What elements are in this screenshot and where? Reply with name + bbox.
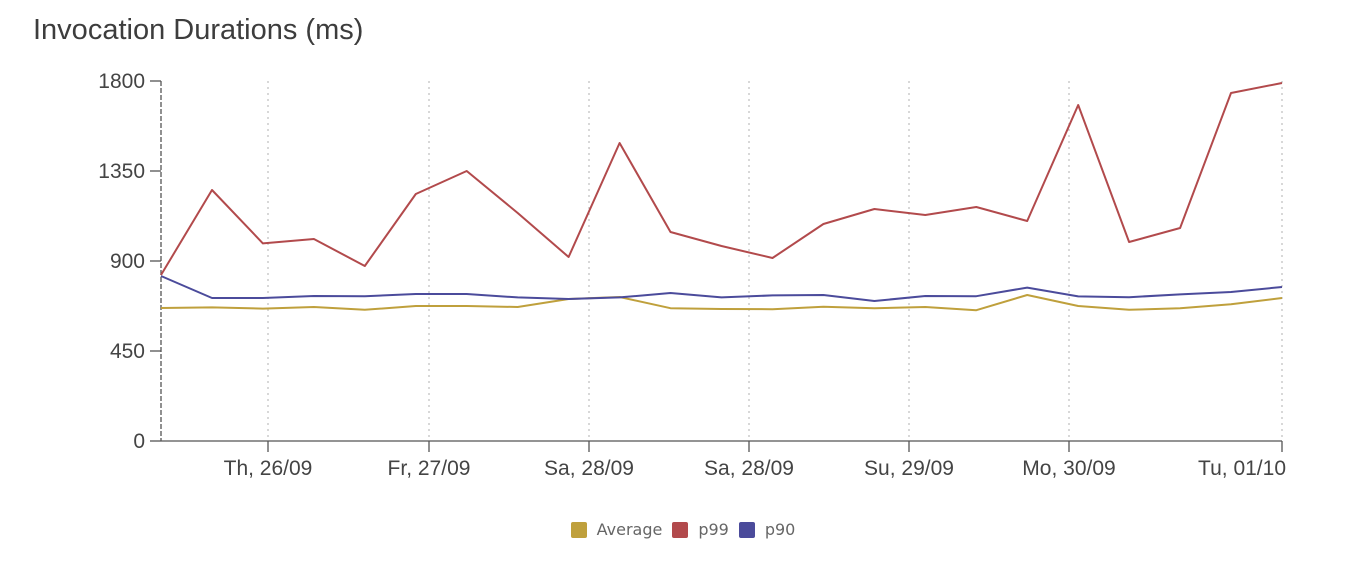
y-tick-label: 450 (110, 340, 145, 363)
chart-title: Invocation Durations (ms) (33, 14, 364, 46)
legend: Average p99 p90 (0, 520, 1366, 542)
x-tick-label: Sa, 28/09 (704, 457, 794, 480)
legend-label: p99 (698, 520, 729, 539)
x-tick-label: Sa, 28/09 (544, 457, 634, 480)
legend-label: p90 (764, 520, 796, 539)
x-tick-label: Th, 26/09 (224, 457, 313, 480)
y-axis-ticks: 0 450 900 1350 1800 (98, 70, 161, 453)
axes (160, 81, 1282, 442)
series-line-p90 (160, 275, 1283, 302)
legend-item-p99[interactable]: p99 (672, 520, 729, 539)
series-lines (160, 82, 1283, 312)
y-tick-label: 1800 (98, 70, 145, 93)
legend-label: Average (596, 520, 663, 539)
x-axis-ticks: Th, 26/09 Fr, 27/09 Sa, 28/09 Sa, 28/09 Su, … (224, 441, 1286, 480)
x-tick-label: Su, 29/09 (864, 457, 954, 480)
legend-item-average[interactable]: Average (570, 520, 663, 539)
y-tick-label: 0 (133, 430, 145, 453)
grid-lines (267, 81, 1283, 441)
x-tick-label: Fr, 27/09 (388, 457, 471, 480)
legend-swatch (738, 521, 755, 538)
y-tick-label: 900 (110, 250, 145, 273)
line-chart: 0 450 900 1350 1800 Th, 26/09 Fr, 27/09 Sa, 28… (98, 70, 1286, 480)
x-tick-label: Tu, 01/10 (1198, 457, 1286, 480)
legend-item-p90[interactable]: p90 (738, 520, 796, 539)
x-tick-label: Mo, 30/09 (1022, 457, 1115, 480)
series-line-average (160, 294, 1283, 312)
legend-swatch (570, 521, 587, 538)
y-tick-label: 1350 (98, 160, 145, 183)
legend-swatch (672, 521, 689, 538)
series-line-p99 (160, 82, 1283, 276)
